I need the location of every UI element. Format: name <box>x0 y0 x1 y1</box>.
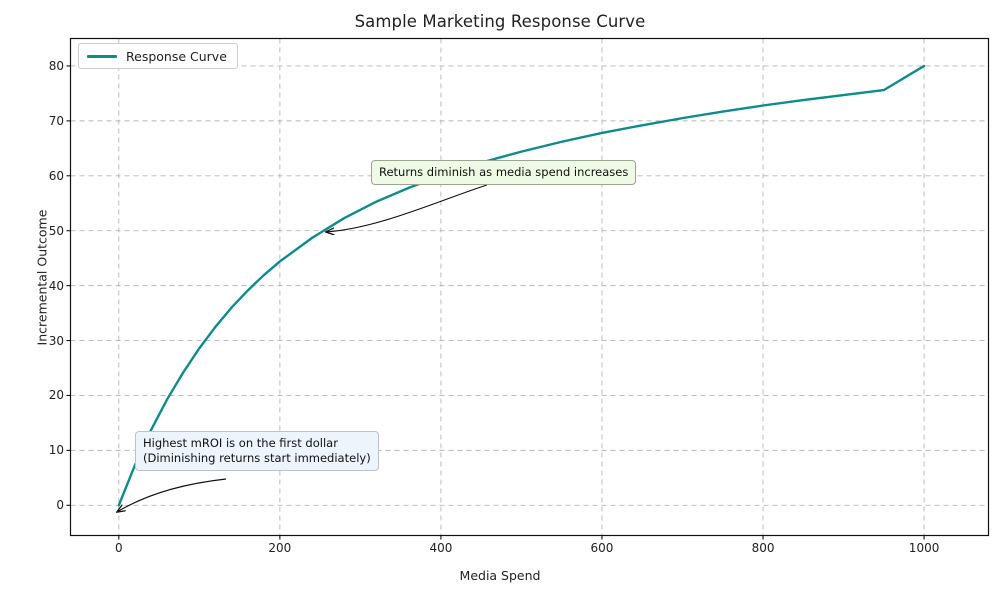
legend-label-response-curve: Response Curve <box>126 48 227 64</box>
x-axis-label: Media Spend <box>459 568 541 583</box>
y-axis-label: Incremental Outcome <box>34 209 50 346</box>
y-tick-label: 80 <box>48 58 64 73</box>
y-tick-label: 60 <box>48 168 64 183</box>
y-tick-label: 20 <box>48 388 64 403</box>
response-curve-line <box>117 64 926 507</box>
y-tick-label: 30 <box>48 333 64 348</box>
annotation-arrow-left <box>117 478 227 512</box>
y-tick-labels: 0 10 20 30 40 50 60 70 80 <box>20 0 64 600</box>
y-tick-label: 40 <box>48 278 64 293</box>
chart-legend[interactable]: Response Curve <box>78 43 238 69</box>
x-tick-label: 600 <box>590 541 614 555</box>
x-tick-label: 400 <box>429 541 453 555</box>
plot-frame <box>69 37 990 537</box>
y-tick-label: 0 <box>56 498 64 513</box>
y-tick-label: 10 <box>48 443 64 458</box>
legend-swatch-response-curve <box>87 54 117 58</box>
x-tick-label: 200 <box>268 541 292 555</box>
y-tick-label: 70 <box>48 113 64 128</box>
annotation-highest-mroi: Highest mROI is on the first dollar (Dim… <box>135 431 379 472</box>
y-tick-label: 50 <box>48 223 64 238</box>
x-tick-label: 0 <box>114 541 123 555</box>
annotation-returns-diminish: Returns diminish as media spend increase… <box>371 160 637 186</box>
x-tick-label: 800 <box>751 541 775 555</box>
x-tick-label: 1000 <box>908 541 940 555</box>
axis-ticks <box>66 65 925 540</box>
page-title: Sample Marketing Response Curve <box>354 12 646 31</box>
annotation-arrow-right <box>326 184 488 232</box>
